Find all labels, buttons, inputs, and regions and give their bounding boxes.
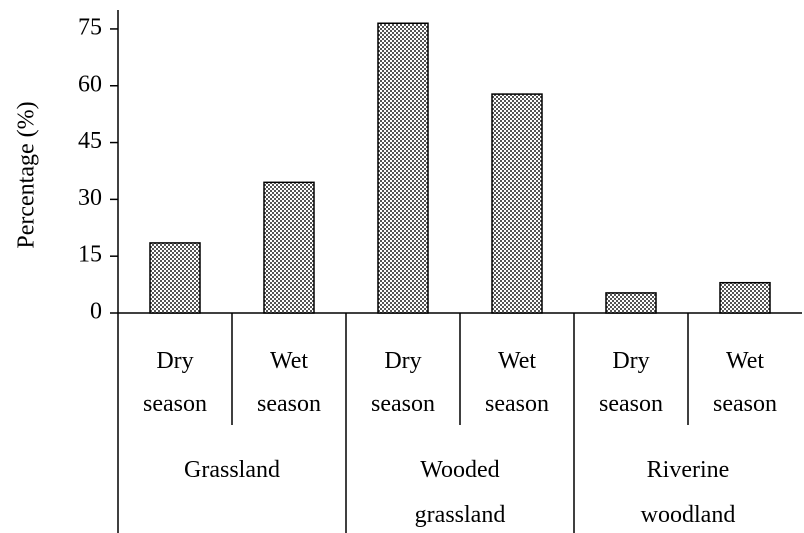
y-tick-label: 45 xyxy=(78,128,102,154)
group-label: Riverine woodland xyxy=(640,457,736,528)
x-tick-label: Wet season xyxy=(485,348,549,417)
y-tick-label: 30 xyxy=(78,185,102,211)
group-label: Grassland xyxy=(184,457,280,483)
y-tick-label: 15 xyxy=(78,242,102,268)
bar xyxy=(149,242,201,314)
y-tick-label: 75 xyxy=(78,14,102,40)
y-tick-label: 0 xyxy=(90,299,102,325)
bar xyxy=(491,93,543,314)
bar xyxy=(719,281,771,314)
y-tick-label: 60 xyxy=(78,71,102,97)
x-tick-label: Wet season xyxy=(257,348,321,417)
y-axis-label: Percentage (%) xyxy=(14,101,40,248)
bar xyxy=(605,292,657,314)
x-tick-label: Wet season xyxy=(713,348,777,417)
group-label: Wooded grassland xyxy=(414,457,506,528)
bar xyxy=(263,181,315,314)
x-tick-label: Dry season xyxy=(371,348,435,417)
bar xyxy=(377,22,429,314)
x-tick-label: Dry season xyxy=(143,348,207,417)
x-tick-label: Dry season xyxy=(599,348,663,417)
